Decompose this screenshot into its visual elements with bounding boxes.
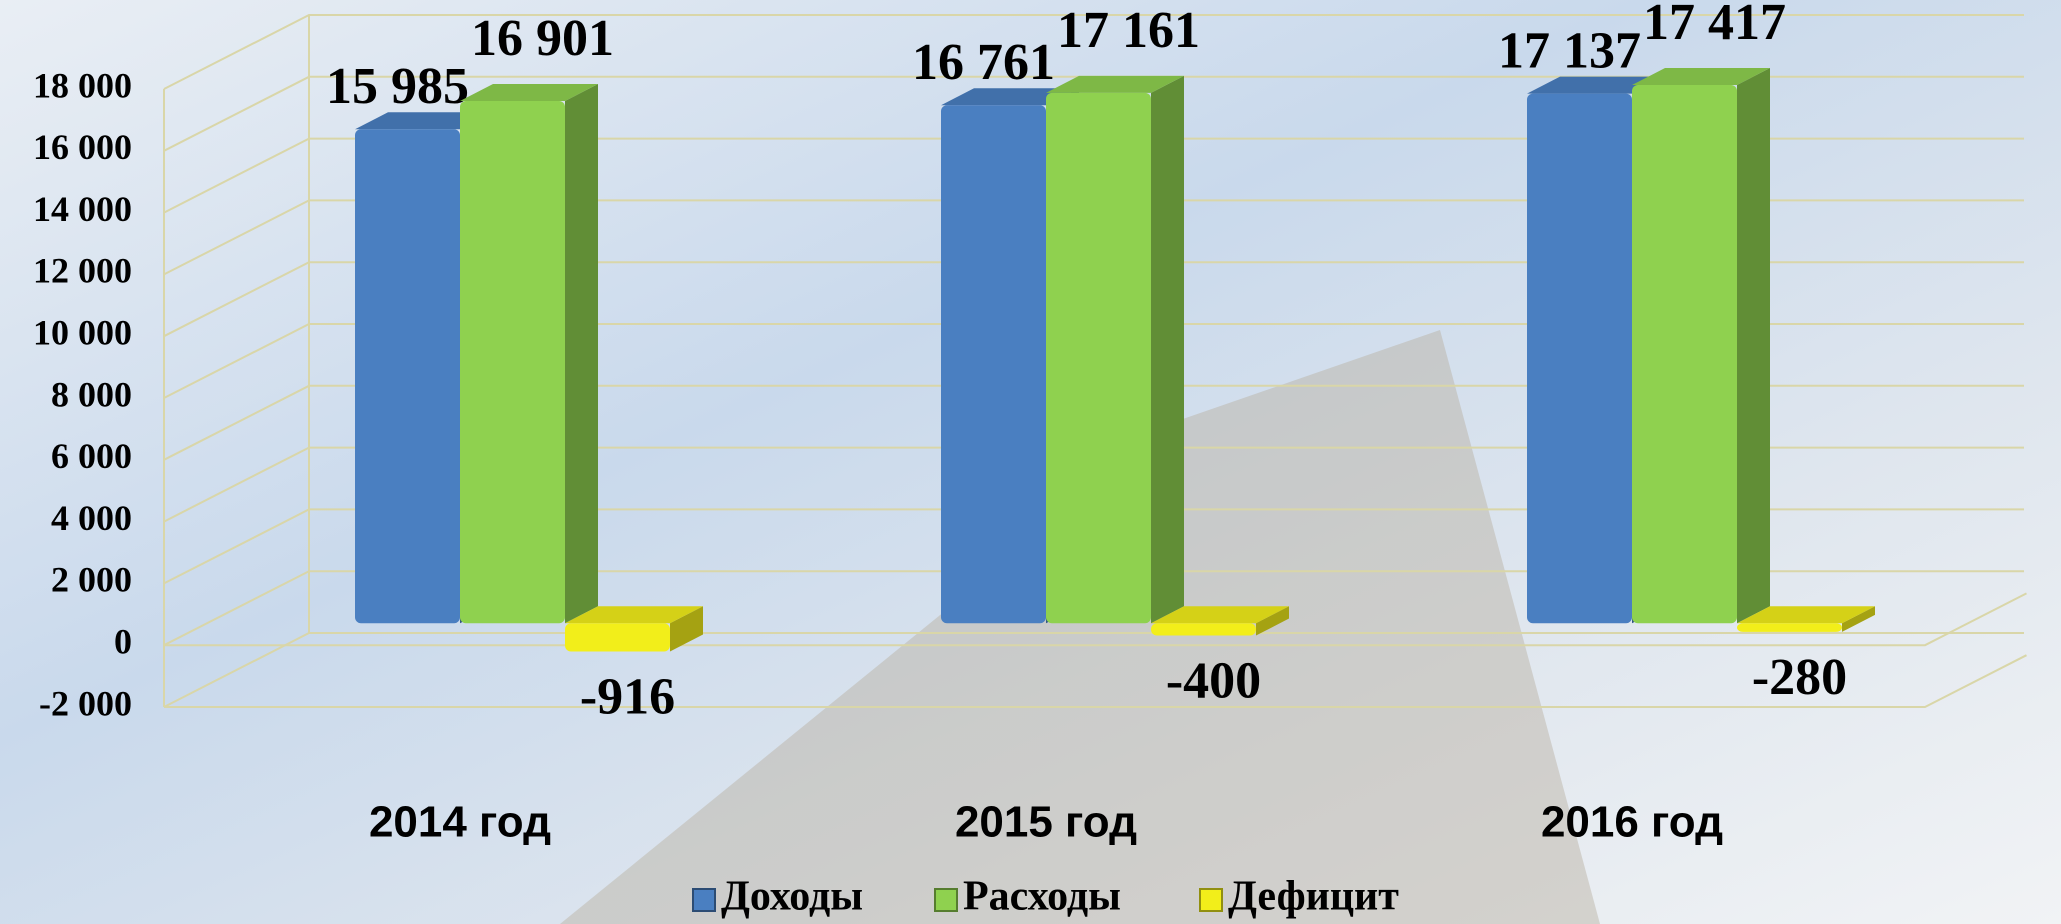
bar <box>565 623 670 652</box>
bar-top <box>941 88 1079 106</box>
data-label: 16 901 <box>471 10 614 67</box>
y-tick-label: 0 <box>114 621 132 661</box>
bar-top <box>1046 75 1184 93</box>
y-tick-label: 16 000 <box>33 127 132 167</box>
legend-label: Расходы <box>963 874 1121 920</box>
legend-swatch <box>934 888 958 912</box>
data-label: -280 <box>1752 649 1847 706</box>
data-label: 17 161 <box>1057 2 1200 59</box>
y-tick-label: 4 000 <box>51 498 132 538</box>
data-label: 17 417 <box>1643 0 1786 51</box>
bar-top <box>1737 606 1875 624</box>
bar-top <box>355 112 493 130</box>
x-tick-label: 2016 год <box>1541 798 1723 847</box>
legend-label: Дефицит <box>1228 874 1399 920</box>
y-tick-label: 6 000 <box>51 436 132 476</box>
bar <box>1527 93 1632 624</box>
data-label: -916 <box>580 668 675 725</box>
y-tick-label: 10 000 <box>33 312 132 352</box>
y-tick-label: 12 000 <box>33 251 132 291</box>
bar-side <box>670 606 703 652</box>
floor-line <box>164 592 2027 647</box>
x-tick-label: 2014 год <box>369 798 551 847</box>
data-label: 16 761 <box>912 34 1055 91</box>
bar-side <box>1842 606 1875 632</box>
bar <box>1151 623 1256 636</box>
y-tick-label: -2 000 <box>39 683 132 723</box>
y-tick-label: 14 000 <box>33 189 132 229</box>
legend-label: Доходы <box>721 874 863 920</box>
bar <box>941 105 1046 624</box>
bar-side <box>1256 606 1289 636</box>
bar-side <box>1737 68 1770 624</box>
bar-side <box>1151 75 1184 624</box>
bar-top <box>1632 68 1770 86</box>
bar <box>1046 92 1151 624</box>
bar <box>460 100 565 624</box>
y-tick-label: 2 000 <box>51 560 132 600</box>
bar <box>1632 85 1737 624</box>
bar-top <box>460 83 598 101</box>
bar <box>355 129 460 624</box>
background-monument <box>560 330 1600 924</box>
data-label: 15 985 <box>326 58 469 115</box>
bar-top <box>1151 606 1289 624</box>
y-tick-label: 18 000 <box>33 65 132 105</box>
bar-top <box>1527 76 1665 94</box>
data-label: -400 <box>1166 652 1261 709</box>
floor-line <box>164 654 2027 708</box>
y-tick-label: 8 000 <box>51 374 132 414</box>
data-label: 17 137 <box>1498 23 1641 80</box>
bar <box>1737 623 1842 632</box>
bar-top <box>565 606 703 624</box>
legend-swatch <box>692 888 716 912</box>
legend-swatch <box>1199 888 1223 912</box>
x-tick-label: 2015 год <box>955 798 1137 847</box>
bar-side <box>565 83 598 624</box>
